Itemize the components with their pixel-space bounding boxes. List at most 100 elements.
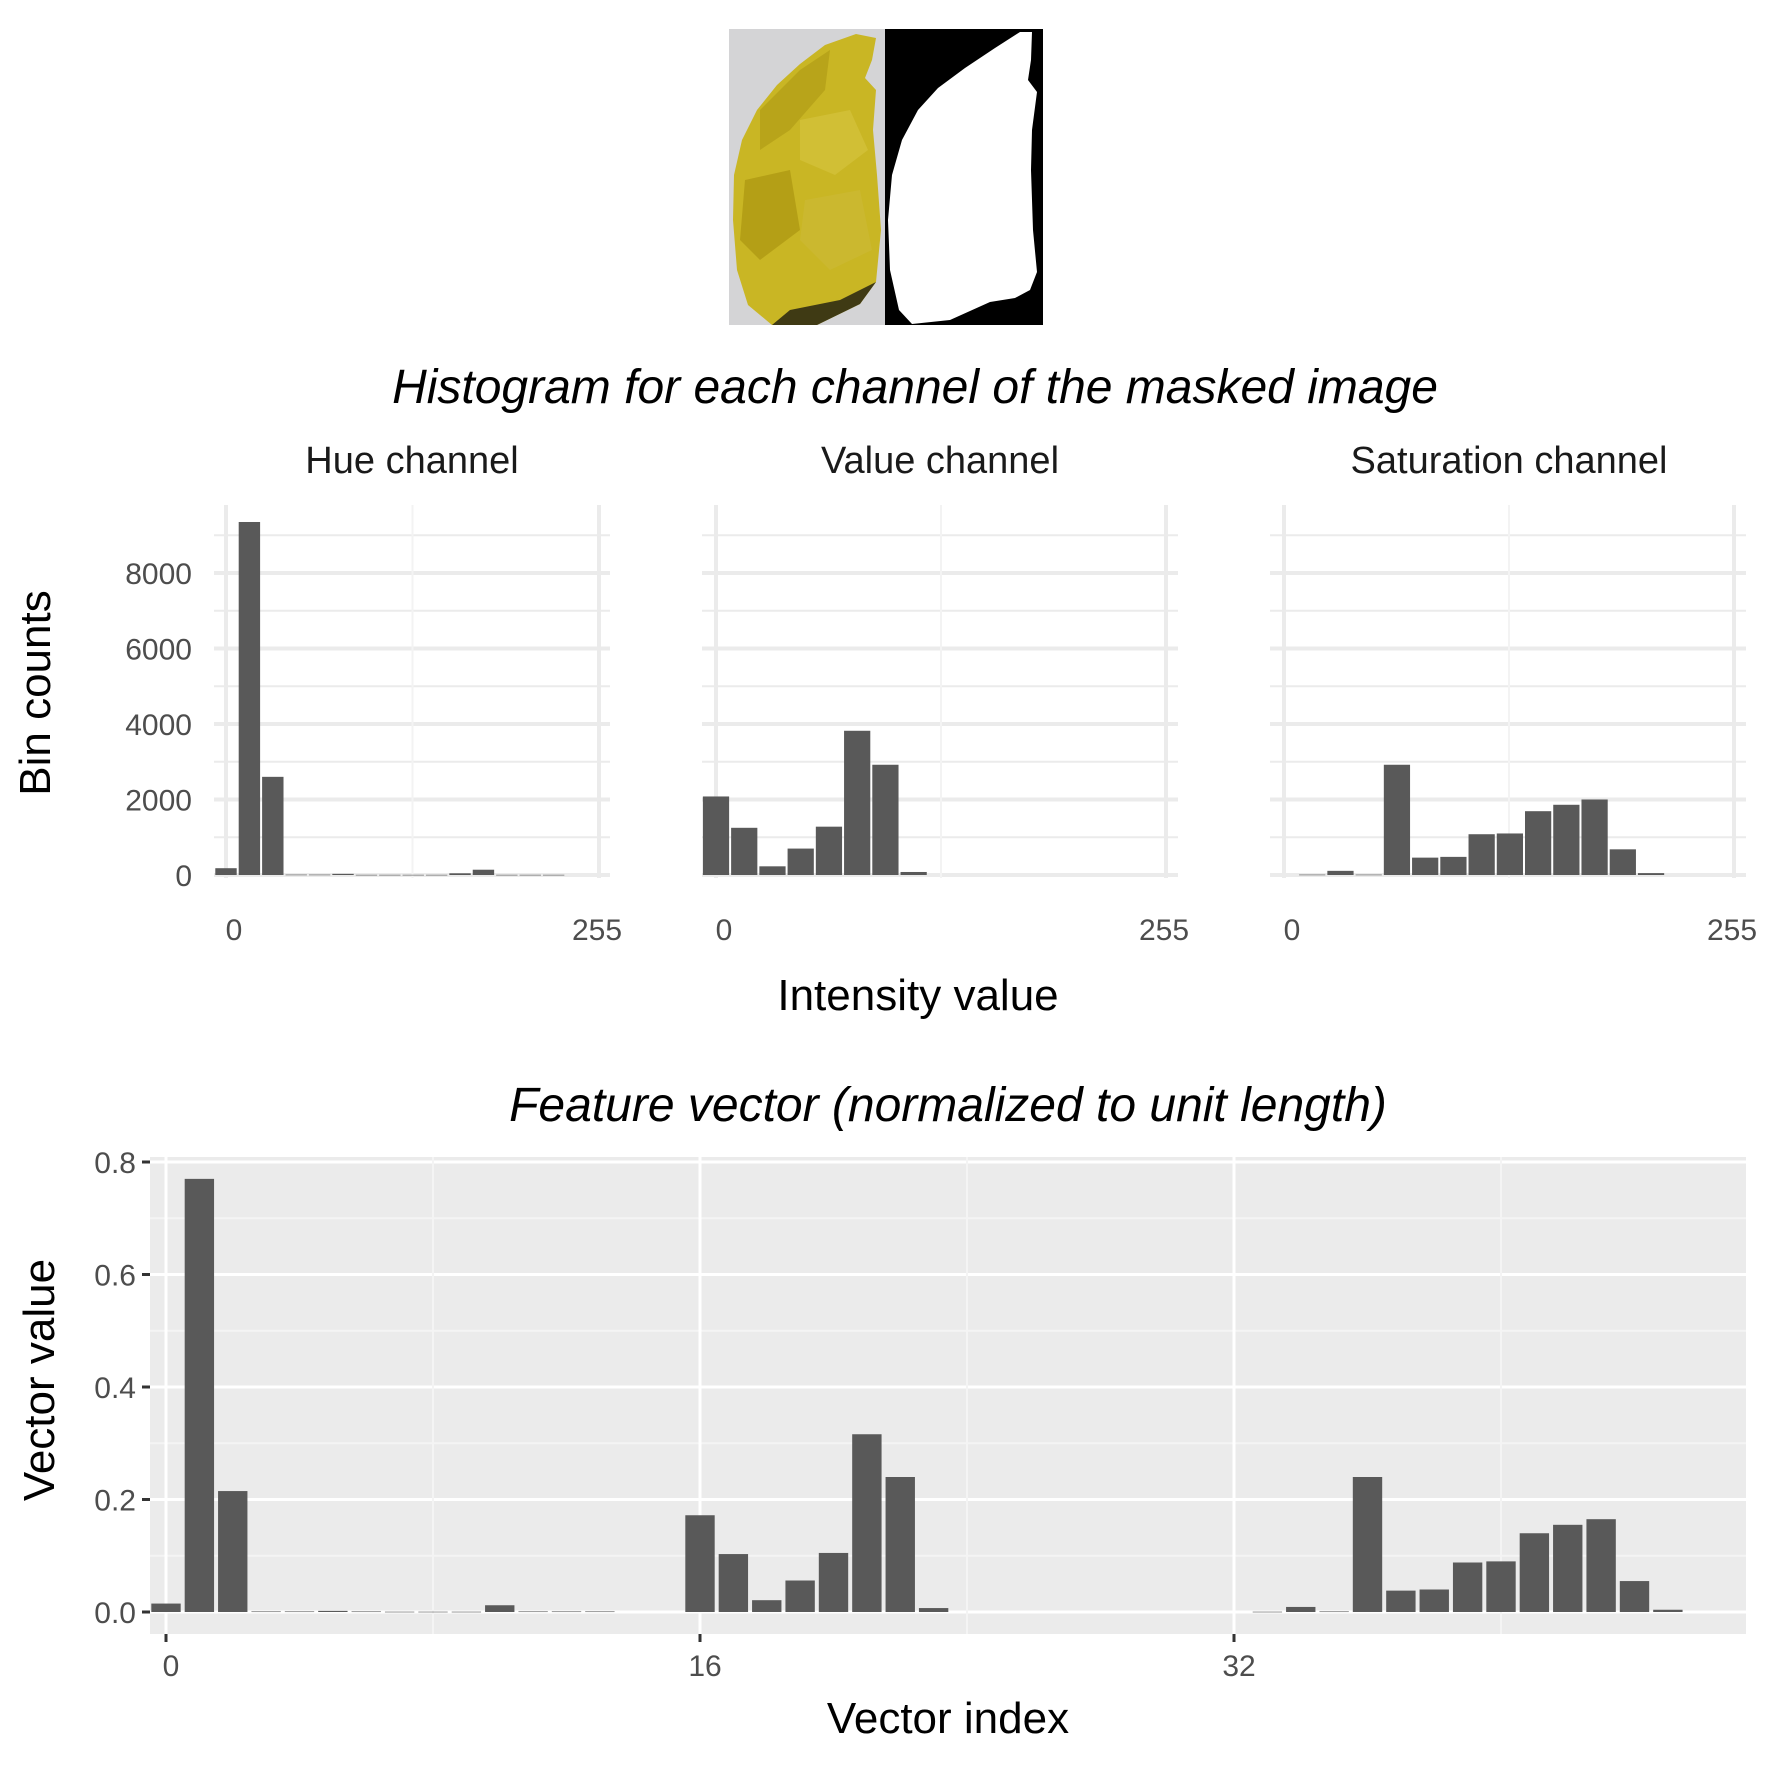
hist-bar (815, 826, 843, 875)
y-axis-label: Vector value (15, 1259, 64, 1501)
vector-bar (718, 1554, 749, 1612)
hist-bar (1609, 849, 1636, 875)
hist-bar (1383, 764, 1411, 875)
y-tick-label: 4000 (125, 709, 192, 742)
vector-bar (852, 1434, 882, 1612)
gridlines (1270, 505, 1746, 878)
vector-bar (384, 1611, 415, 1613)
hist-bar (238, 521, 261, 875)
vector-bar (1452, 1562, 1483, 1612)
hist-bar (472, 869, 495, 875)
hist-bar (731, 827, 758, 875)
hist-bar (402, 874, 424, 876)
vector-bar (318, 1610, 348, 1612)
histogram-figure: Histogram for each channel of the masked… (11, 361, 1757, 1020)
hist-panel: 0 255 Saturation channel (1270, 440, 1757, 947)
hist-bar (308, 874, 331, 876)
vector-bar (1653, 1609, 1683, 1612)
y-tick-label: 2000 (125, 784, 192, 817)
image-pair (729, 29, 1043, 325)
y-tick-label: 0.8 (94, 1147, 136, 1180)
hist-bar (379, 874, 401, 876)
hist-bar (425, 874, 448, 876)
hist-bar (355, 874, 378, 876)
vector-bar (918, 1608, 949, 1612)
x-tick-label: 255 (572, 914, 622, 947)
x-tick-label: 0 (716, 914, 733, 947)
vector-bar (1252, 1611, 1283, 1613)
vector-bar (785, 1580, 815, 1612)
vector-bar (885, 1477, 915, 1612)
hist-bar (702, 796, 730, 875)
hist-bar (1496, 833, 1523, 875)
hist-bar (872, 764, 899, 875)
hist-title: Histogram for each channel of the masked… (392, 361, 1438, 414)
y-tick-label: 0.6 (94, 1260, 136, 1293)
vector-bar (551, 1611, 582, 1613)
vector-bar (451, 1611, 482, 1613)
vector-bar (1286, 1606, 1316, 1612)
x-axis-label: Vector index (827, 1694, 1069, 1743)
vector-bar (752, 1600, 782, 1612)
y-axis-label: Bin counts (11, 590, 60, 795)
y-tick-label: 0.2 (94, 1485, 136, 1518)
x-tick-label: 255 (1139, 914, 1189, 947)
y-tick-label: 0 (175, 860, 192, 893)
hist-bar (285, 874, 307, 876)
hist-bar (900, 871, 927, 875)
vector-title: Feature vector (normalized to unit lengt… (509, 1079, 1387, 1132)
plot-panel (150, 1157, 1746, 1634)
vector-bar (1586, 1519, 1616, 1612)
vector-bar (1553, 1524, 1583, 1612)
vector-bar (685, 1515, 715, 1612)
hist-panel: 0 255 Hue channel (214, 440, 622, 947)
vector-bar (1319, 1611, 1349, 1613)
y-tick-label: 6000 (125, 633, 192, 666)
mask-image (885, 29, 1043, 325)
facet-label: Value channel (821, 440, 1059, 482)
hist-bar (1525, 811, 1552, 875)
vector-bar (1519, 1533, 1550, 1612)
hist-bar (262, 776, 284, 875)
hist-bar (519, 874, 541, 876)
hist-bar (844, 730, 871, 875)
hist-bar (1355, 874, 1382, 876)
hist-bar (332, 873, 354, 875)
hist-bar (1440, 856, 1467, 875)
hist-bar (496, 874, 518, 876)
hist-bar (215, 868, 237, 875)
vector-bar (418, 1611, 448, 1613)
vector-bar (251, 1611, 281, 1613)
vector-bar (351, 1611, 381, 1613)
vector-bar (151, 1603, 181, 1612)
vector-bar (1619, 1581, 1650, 1612)
hist-panel: 0 255 Value channel (702, 440, 1189, 947)
vector-bar (1486, 1561, 1516, 1612)
hist-bar (542, 874, 565, 876)
hist-bar (787, 848, 814, 875)
y-tick-label: 0.0 (94, 1597, 136, 1630)
vector-bar (1419, 1589, 1449, 1612)
hist-bar (1468, 834, 1495, 875)
y-tick-label: 8000 (125, 558, 192, 591)
vector-bar (585, 1611, 615, 1613)
hist-bar (449, 873, 471, 875)
vector-bar (518, 1611, 548, 1613)
vector-bar (184, 1178, 215, 1612)
x-tick-label: 255 (1707, 914, 1757, 947)
facet-label: Saturation channel (1351, 440, 1668, 482)
x-axis-label: Intensity value (777, 971, 1058, 1020)
hist-bar (1581, 799, 1608, 875)
hist-bar (1299, 874, 1326, 876)
x-tick-label: 0 (163, 1650, 180, 1683)
hist-bar (1412, 857, 1439, 875)
vector-bar (284, 1611, 315, 1613)
y-tick-label: 0.4 (94, 1372, 136, 1405)
gridlines (702, 505, 1178, 878)
vector-bar (818, 1552, 849, 1612)
hist-bar (1637, 873, 1665, 875)
x-tick-label: 0 (1284, 914, 1301, 947)
x-tick-label: 16 (688, 1650, 721, 1683)
